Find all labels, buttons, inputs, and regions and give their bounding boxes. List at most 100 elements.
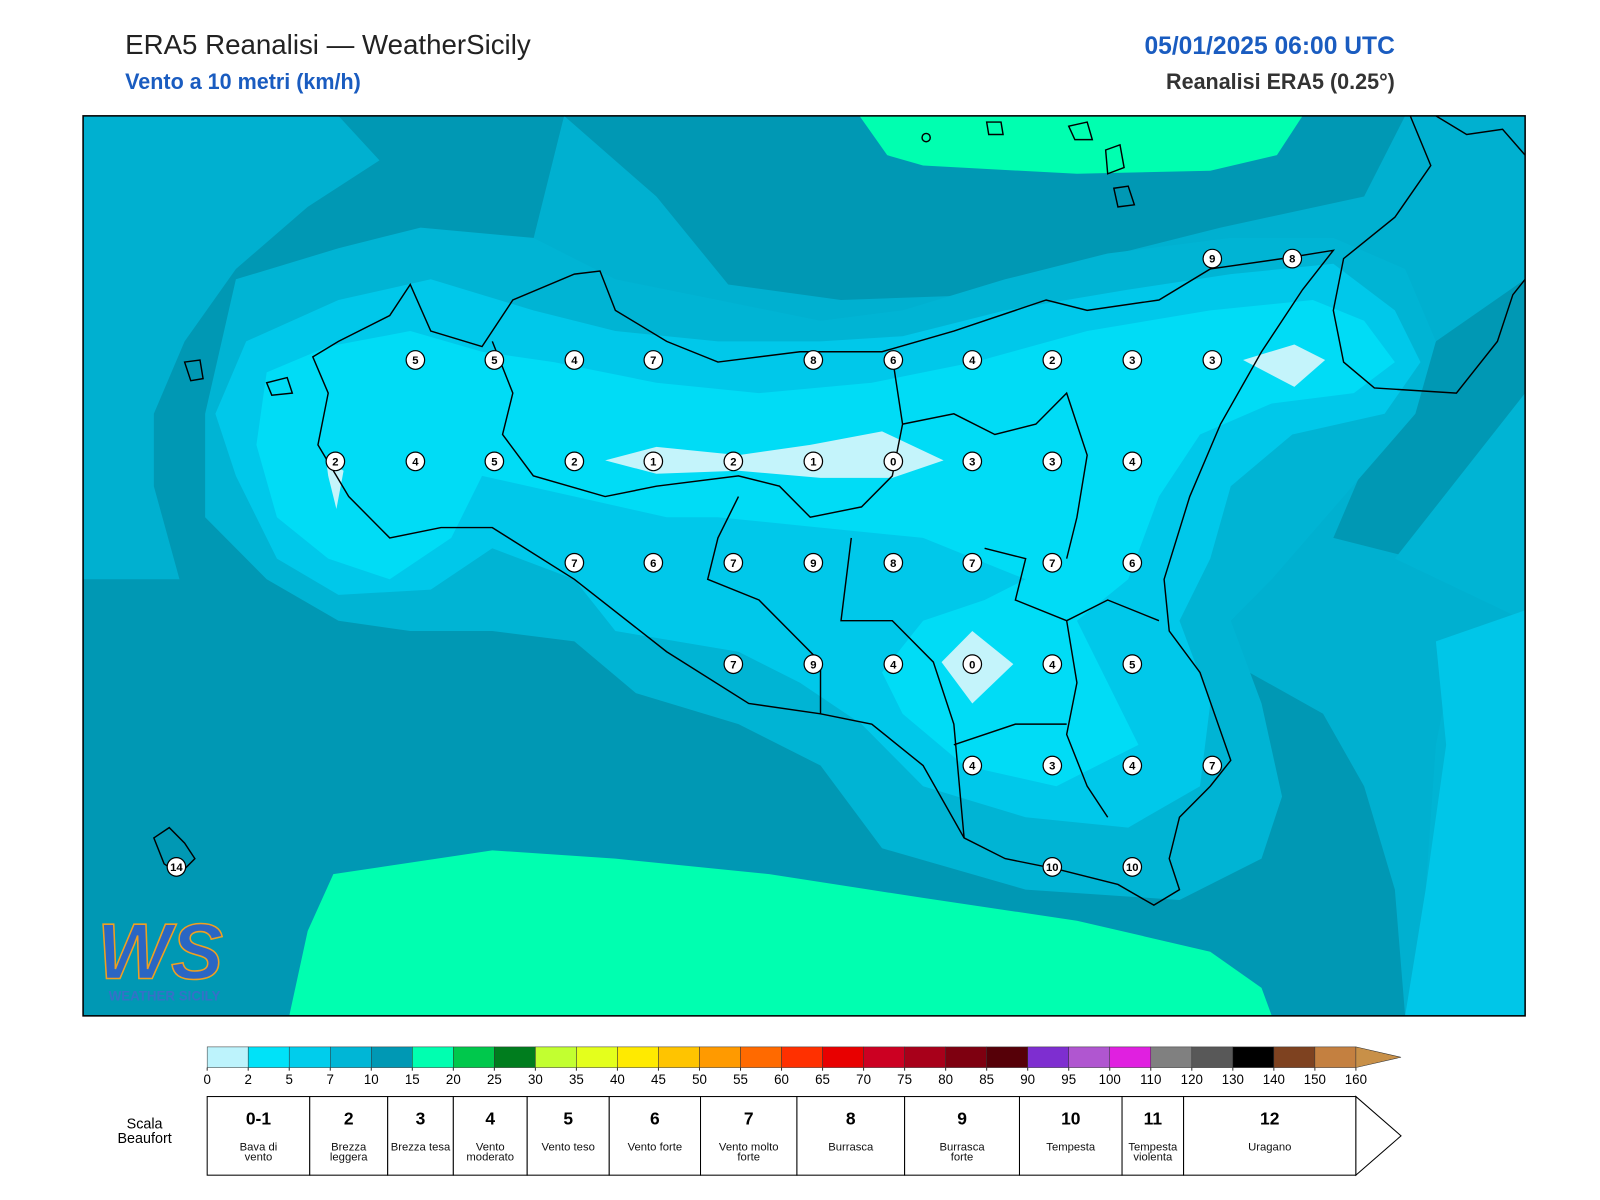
- station: 0: [962, 654, 983, 675]
- wind-field: [83, 115, 380, 580]
- beaufort-cell: [904, 1096, 1020, 1176]
- station-marker: [564, 552, 585, 573]
- colorbar-arrow: [1355, 1046, 1402, 1068]
- beaufort-force: 3: [416, 1108, 426, 1128]
- beaufort-name: Vento moderato: [466, 1142, 515, 1164]
- province-border: [1065, 620, 1109, 818]
- island: [183, 359, 204, 382]
- station-value: 5: [491, 355, 497, 367]
- beaufort-force: 12: [1260, 1108, 1280, 1128]
- colorbar-bin: [535, 1046, 577, 1068]
- map: 9 85 5 4 7 8 6 4 2 3 32 4 5 2 1 2 1 0 3 3 47 6 7 9 8 7 7 67 9 4 0 4 54 3 4…: [82, 115, 1526, 1017]
- colorbar: 0 2 5 7 10 15 20 25 30 35 40 45 50 55 60 65 70 75 80 85 90 95…: [203, 1046, 1402, 1087]
- station-marker: [883, 654, 904, 675]
- station: 5: [484, 350, 505, 370]
- wind-field: [326, 460, 344, 509]
- beaufort-desc-box: Bava di vento: [240, 1142, 278, 1163]
- station-value: 5: [491, 456, 497, 468]
- station-value: 8: [1289, 254, 1295, 266]
- island: [1104, 143, 1125, 175]
- station-value: 6: [1129, 558, 1135, 570]
- station-marker: [962, 451, 983, 472]
- beaufort-desc-box: Tempesta: [1046, 1142, 1095, 1153]
- station-marker: [1042, 654, 1063, 675]
- station-value: 4: [890, 659, 897, 671]
- station-value: 7: [650, 355, 656, 367]
- colorbar-tick-label: 30: [528, 1072, 543, 1087]
- colorbar-bin: [1150, 1046, 1193, 1068]
- station-value: 14: [170, 862, 183, 874]
- beaufort-name: Vento teso: [541, 1142, 595, 1154]
- colorbar-tick-label: 7: [327, 1072, 334, 1087]
- station-marker: [883, 552, 904, 573]
- station: 8: [803, 350, 824, 370]
- beaufort-desc-box: Brezza tesa: [391, 1142, 451, 1153]
- station-marker: [1042, 350, 1063, 370]
- colorbar-tick-label: 0: [203, 1072, 210, 1087]
- logo-text: WEATHER SICILY: [109, 988, 221, 1003]
- station: 9: [803, 654, 824, 675]
- station: 4: [564, 350, 585, 370]
- colorbar-tick-label: 15: [405, 1072, 420, 1087]
- beaufort-name: Vento molto forte: [718, 1142, 779, 1164]
- beaufort-cell: [387, 1096, 454, 1176]
- logo-mark: WS: [97, 907, 223, 995]
- station: 9: [803, 552, 824, 573]
- station-value: 10: [1046, 862, 1059, 874]
- colorbar-tick-label: 20: [446, 1072, 461, 1087]
- station: 5: [405, 350, 426, 370]
- colorbar-tick-label: 40: [610, 1072, 625, 1087]
- beaufort-desc-box: Burrasca forte: [939, 1142, 984, 1163]
- colorbar-tick-label: 50: [692, 1072, 707, 1087]
- station-marker: [1122, 856, 1143, 877]
- station: 1: [803, 451, 824, 472]
- colorbar-bin: [247, 1046, 290, 1068]
- station: 6: [883, 350, 904, 370]
- station: 7: [723, 654, 744, 675]
- wind-field: [605, 431, 944, 478]
- station-marker: [1202, 248, 1223, 269]
- station-value: 5: [412, 355, 418, 367]
- station-value: 7: [969, 558, 975, 570]
- colorbar-tick-label: 100: [1099, 1072, 1121, 1087]
- station-value: 4: [571, 355, 578, 367]
- station: 3: [1042, 755, 1063, 776]
- station-marker: [962, 654, 983, 675]
- colorbar-bin: [904, 1046, 946, 1068]
- station-marker: [723, 451, 744, 472]
- beaufort-desc-box: Vento moderato: [466, 1142, 515, 1164]
- beaufort-force: 4: [485, 1108, 495, 1128]
- station-marker: [1122, 350, 1143, 370]
- wind-field: [289, 850, 1272, 1016]
- beaufort-cell: [796, 1096, 906, 1176]
- station-marker: [564, 451, 585, 472]
- island: [1067, 121, 1094, 141]
- station: 3: [1042, 451, 1063, 472]
- station-value: 1: [650, 456, 656, 468]
- beaufort-cell: [1018, 1096, 1123, 1176]
- beaufort-force: 8: [846, 1108, 856, 1128]
- colorbar-tick-label: 55: [733, 1072, 748, 1087]
- wind-field: [1405, 610, 1526, 1016]
- colorbar-bin: [1068, 1046, 1110, 1068]
- station-value: 4: [1129, 456, 1136, 468]
- colorbar-bin: [945, 1046, 987, 1068]
- colorbar-bin: [740, 1046, 782, 1068]
- beaufort-desc-box: Vento molto forte: [718, 1142, 779, 1164]
- station-marker: [643, 350, 664, 370]
- colorbar-bin: [1027, 1046, 1069, 1068]
- datetime: 05/01/2025 06:00 UTC: [1144, 33, 1395, 60]
- colorbar-tick-label: 2: [244, 1072, 251, 1087]
- station-value: 7: [1049, 558, 1055, 570]
- station-value: 3: [1209, 355, 1215, 367]
- province-border: [840, 537, 965, 838]
- station: 2: [325, 451, 346, 472]
- station: 10: [1042, 856, 1063, 877]
- map-frame: [82, 115, 1526, 1017]
- station: 4: [962, 755, 983, 776]
- station-marker: [1122, 451, 1143, 472]
- colorbar-bin: [206, 1046, 249, 1068]
- station-marker: [484, 350, 505, 370]
